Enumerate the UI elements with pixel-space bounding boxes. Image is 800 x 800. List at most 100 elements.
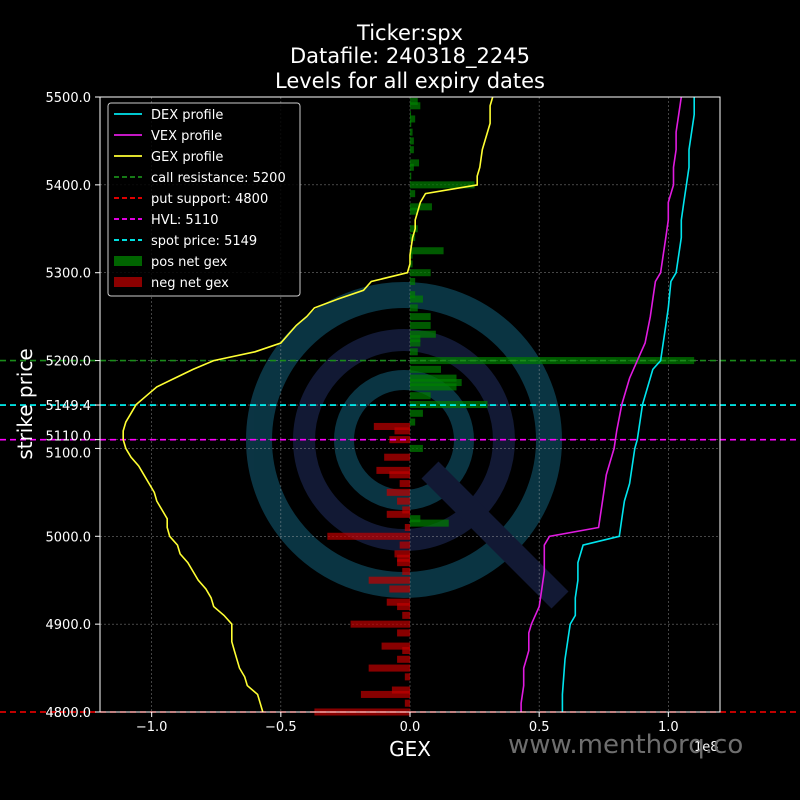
pos-gex-bar: [410, 146, 414, 154]
legend-label: HVL: 5110: [151, 213, 219, 228]
neg-gex-bar: [404, 673, 410, 681]
legend: DEX profile VEX profile GEX profile call re…: [107, 102, 301, 297]
neg-gex-bar: [399, 480, 410, 488]
y-tick-label: 5000.0: [46, 530, 92, 545]
pos-gex-bar: [410, 102, 421, 110]
x-tick-label: −0.5: [265, 720, 297, 735]
neg-gex-bar: [397, 497, 410, 505]
legend-box: [107, 102, 301, 297]
neg-gex-bar: [381, 642, 410, 650]
pos-gex-bar: [410, 291, 416, 299]
pos-gex-bar: [410, 339, 421, 347]
neg-gex-bar: [368, 576, 410, 584]
chart-title-line-1: Ticker:spx: [356, 21, 463, 45]
legend-swatch-patch: [114, 256, 142, 266]
pos-gex-bar: [410, 321, 431, 329]
neg-gex-bar: [394, 427, 410, 435]
pos-gex-bar: [410, 383, 457, 391]
y-tick-label: 4900.0: [46, 618, 92, 633]
neg-gex-bar: [368, 664, 410, 672]
legend-label: neg net gex: [151, 276, 229, 291]
x-axis-label: GEX: [389, 737, 431, 761]
pos-gex-bar: [410, 225, 418, 233]
vex-profile-line: [520, 96, 683, 712]
pos-gex-bar: [410, 251, 413, 259]
legend-label: put support: 4800: [151, 192, 268, 207]
neg-gex-bar: [376, 466, 410, 474]
neg-gex-bar: [402, 646, 410, 655]
pos-gex-bar: [410, 269, 431, 277]
legend-swatch-patch: [114, 277, 142, 287]
pos-gex-bar: [410, 379, 462, 387]
neg-gex-bar: [386, 598, 410, 606]
pos-gex-bar: [410, 128, 413, 136]
pos-gex-bar: [410, 400, 488, 409]
pos-gex-bar: [410, 247, 444, 255]
pos-gex-bar: [410, 97, 418, 105]
neg-gex-bar: [391, 686, 410, 694]
x-tick-label: 0.0: [400, 720, 421, 735]
profile-lines: [122, 96, 695, 713]
legend-label: VEX profile: [151, 129, 222, 144]
pos-gex-bar: [410, 348, 418, 356]
y-tick-label: 5500.0: [46, 91, 92, 106]
neg-gex-bar: [360, 690, 410, 698]
x-tick-label: 0.5: [529, 720, 550, 735]
dex-profile-line: [561, 97, 695, 712]
pos-gex-bar: [410, 163, 414, 171]
pos-gex-bar: [410, 277, 416, 286]
neg-gex-bar: [389, 585, 410, 593]
neg-gex-bar: [394, 550, 410, 558]
neg-gex-bar: [402, 611, 410, 619]
pos-gex-bar: [410, 119, 412, 127]
pos-gex-bar: [410, 313, 431, 321]
y-tick-label: 5110.0: [46, 430, 92, 445]
neg-gex-bar: [402, 567, 410, 575]
neg-gex-bar: [404, 523, 410, 532]
gex-profile-line: [122, 96, 494, 713]
pos-gex-bar: [410, 111, 412, 119]
y-tick-label: 5300.0: [46, 267, 92, 282]
pos-gex-bar: [410, 207, 418, 215]
neg-gex-bar: [350, 620, 410, 628]
x-tick-label: 1.0: [658, 720, 679, 735]
neg-gex-bar: [399, 541, 410, 549]
pos-gex-bar: [410, 190, 416, 198]
legend-label: spot price: 5149: [151, 234, 257, 249]
pos-gex-bar: [410, 374, 457, 382]
legend-label: call resistance: 5200: [151, 171, 286, 186]
chart-title-line-3: Levels for all expiry dates: [275, 69, 545, 93]
neg-gex-bar: [397, 554, 410, 562]
pos-gex-bar: [410, 330, 436, 338]
pos-gex-bar: [410, 115, 416, 123]
pos-gex-bar: [410, 304, 418, 312]
neg-gex-bar: [402, 506, 410, 514]
watermark-text: www.menthorq.co: [508, 730, 743, 760]
x-tick-label: −1.0: [136, 720, 168, 735]
y-tick-label: 4800.0: [46, 706, 92, 721]
y-tick-label: 5200.0: [46, 355, 92, 370]
chart-title-line-2: Datafile: 240318_2245: [290, 44, 530, 69]
pos-gex-bar: [410, 392, 431, 400]
neg-gex-bar: [397, 559, 410, 567]
neg-gex-bar: [397, 603, 410, 611]
y-tick-label: 5149.4: [46, 399, 92, 414]
neg-gex-bar: [397, 655, 410, 663]
pos-gex-bar: [410, 335, 421, 343]
neg-gex-bar: [386, 488, 410, 496]
neg-gex-bar: [397, 629, 410, 637]
neg-gex-bar: [404, 699, 410, 707]
pos-gex-bar: [410, 181, 475, 189]
pos-gex-bar: [410, 409, 423, 417]
pos-gex-bar: [410, 260, 413, 268]
pos-gex-bar: [410, 159, 420, 167]
pos-gex-bar: [410, 203, 432, 211]
neg-gex-bar: [389, 471, 410, 479]
neg-gex-bar: [384, 453, 410, 461]
y-tick-label: 5400.0: [46, 179, 92, 194]
pos-gex-bar: [410, 418, 416, 426]
pos-gex-bar: [410, 137, 414, 145]
pos-gex-bar: [410, 365, 441, 373]
pos-gex-bar: [410, 444, 423, 452]
legend-label: pos net gex: [151, 255, 228, 270]
